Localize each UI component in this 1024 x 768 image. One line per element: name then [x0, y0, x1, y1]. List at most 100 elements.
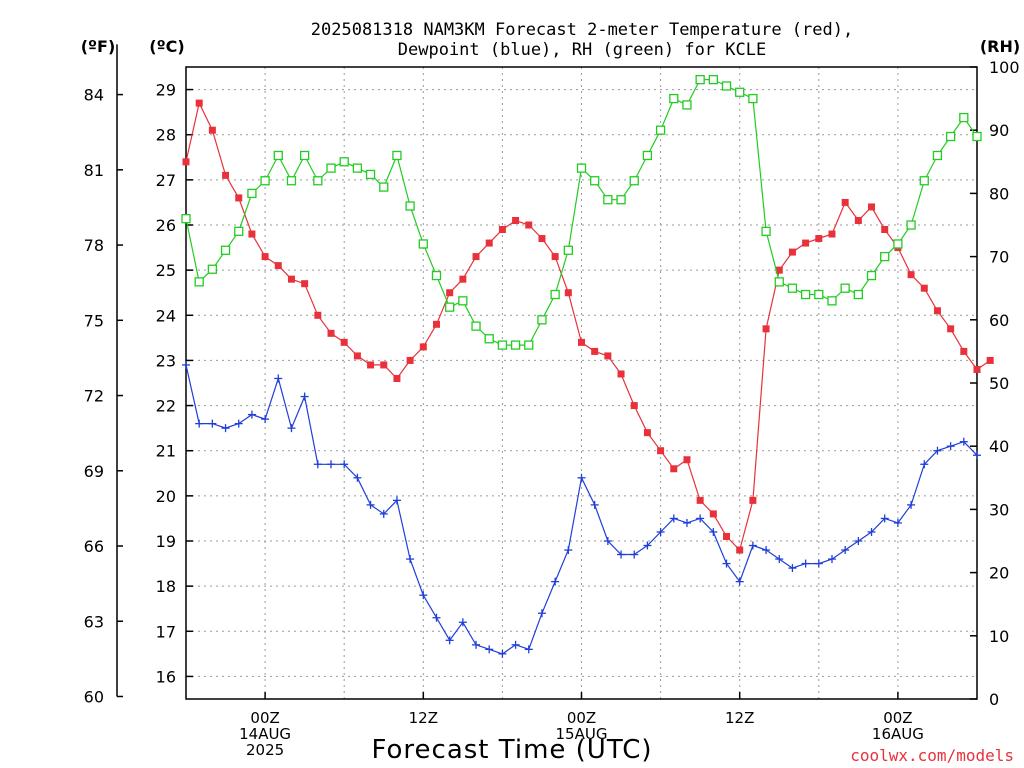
- x-tick-label: 12Z: [409, 709, 438, 727]
- dewpoint-point: [182, 360, 190, 369]
- dewpoint-point: [406, 555, 415, 564]
- rh-point: [379, 182, 389, 192]
- dewpoint-point: [893, 518, 902, 527]
- dewpoint-point: [735, 577, 744, 586]
- celsius-axis-label: (ºC): [149, 37, 184, 56]
- temperature-point: [406, 356, 414, 364]
- celsius-tick-label: 19: [156, 532, 176, 551]
- temperature-point: [696, 496, 704, 504]
- rh-point: [576, 163, 587, 173]
- series: [181, 74, 994, 658]
- rh-tick-label: 100: [989, 58, 1020, 77]
- rh-point: [590, 176, 600, 186]
- temperature-point: [512, 216, 520, 224]
- temperature-point: [617, 370, 625, 378]
- celsius-tick-label: 25: [156, 261, 176, 280]
- fahrenheit-tick-label: 66: [84, 537, 104, 556]
- rh-point: [708, 74, 718, 85]
- temperature-point: [775, 266, 783, 274]
- temperature-point: [657, 447, 665, 455]
- celsius-tick-label: 21: [156, 442, 176, 461]
- rh-point: [392, 150, 402, 161]
- temperature-point: [788, 248, 796, 256]
- dewpoint-point: [656, 527, 665, 536]
- temperature-point: [828, 230, 836, 238]
- rh-point: [748, 93, 758, 104]
- temperature-point: [195, 99, 203, 107]
- fahrenheit-tick-label: 72: [84, 387, 104, 406]
- temperature-point: [973, 365, 981, 373]
- rh-point: [273, 150, 283, 161]
- rh-point: [932, 150, 943, 161]
- dewpoint-point: [841, 546, 850, 555]
- rh-point: [207, 264, 218, 274]
- dewpoint-point: [247, 410, 256, 419]
- rh-point: [695, 74, 705, 85]
- rh-point: [234, 226, 244, 236]
- temperature-point: [643, 429, 651, 437]
- dewpoint-point: [287, 424, 296, 433]
- rh-point: [655, 125, 666, 135]
- temperature-point: [182, 158, 190, 166]
- dewpoint-point: [959, 437, 968, 446]
- x-tick-label: 00Z: [250, 709, 279, 727]
- rh-point: [365, 169, 376, 180]
- temperature-point: [459, 275, 467, 283]
- dewpoint-point: [313, 460, 322, 469]
- temperature-point: [683, 456, 691, 464]
- dewpoint-point: [577, 473, 586, 482]
- celsius-tick-label: 29: [156, 81, 176, 100]
- dewpoint-point: [762, 546, 771, 555]
- temperature-point: [432, 320, 440, 328]
- x-tick-label: 2025: [246, 741, 284, 759]
- temperature-point: [314, 311, 322, 319]
- temperature-point: [920, 284, 928, 292]
- rh-point: [431, 270, 442, 281]
- rh-tick-label: 10: [989, 627, 1009, 646]
- rh-point: [735, 87, 745, 97]
- chart-title-line-1: 2025081318 NAM3KM Forecast 2-meter Tempe…: [311, 20, 853, 40]
- fahrenheit-tick-label: 75: [84, 311, 104, 330]
- rh-tick-label: 60: [989, 311, 1009, 330]
- temperature-series: [182, 99, 994, 554]
- x-tick-label: 14AUG: [239, 725, 291, 743]
- temperature-point: [525, 221, 533, 229]
- dewpoint-point: [392, 496, 401, 505]
- rh-tick-label: 80: [989, 184, 1009, 203]
- temperature-point: [933, 307, 941, 315]
- dewpoint-point: [195, 419, 204, 428]
- rh-tick-label: 30: [989, 500, 1009, 519]
- rh-point: [247, 188, 257, 199]
- rh-point: [220, 245, 231, 255]
- temperature-point: [762, 325, 770, 333]
- rh-point: [682, 100, 692, 110]
- fahrenheit-tick-label: 81: [84, 161, 104, 180]
- temperature-point: [208, 126, 216, 134]
- rh-point: [880, 251, 890, 262]
- rh-point: [458, 296, 468, 306]
- celsius-tick-label: 18: [156, 577, 176, 596]
- dewpoint-point: [327, 460, 336, 469]
- celsius-tick-label: 26: [156, 216, 176, 235]
- dewpoint-point: [603, 537, 612, 545]
- fahrenheit-axis-label: (ºF): [81, 37, 116, 56]
- dewpoint-point: [682, 518, 691, 527]
- rh-point: [959, 112, 969, 123]
- temperature-point: [551, 253, 559, 261]
- temperature-point: [446, 289, 454, 297]
- dewpoint-point: [564, 546, 573, 555]
- rh-tick-label: 40: [989, 437, 1009, 456]
- rh-point: [800, 289, 811, 300]
- chart-title-line-2: Dewpoint (blue), RH (green) for KCLE: [398, 40, 766, 60]
- rh-point: [669, 93, 679, 104]
- temperature-point: [841, 198, 849, 206]
- temperature-point: [564, 289, 572, 297]
- rh-point: [299, 150, 310, 161]
- rh-point: [840, 283, 850, 293]
- dewpoint-point: [498, 649, 507, 658]
- dewpoint-point: [748, 541, 757, 550]
- temperature-point: [815, 235, 823, 243]
- rh-point: [972, 131, 982, 142]
- x-tick-label: 00Z: [567, 709, 596, 727]
